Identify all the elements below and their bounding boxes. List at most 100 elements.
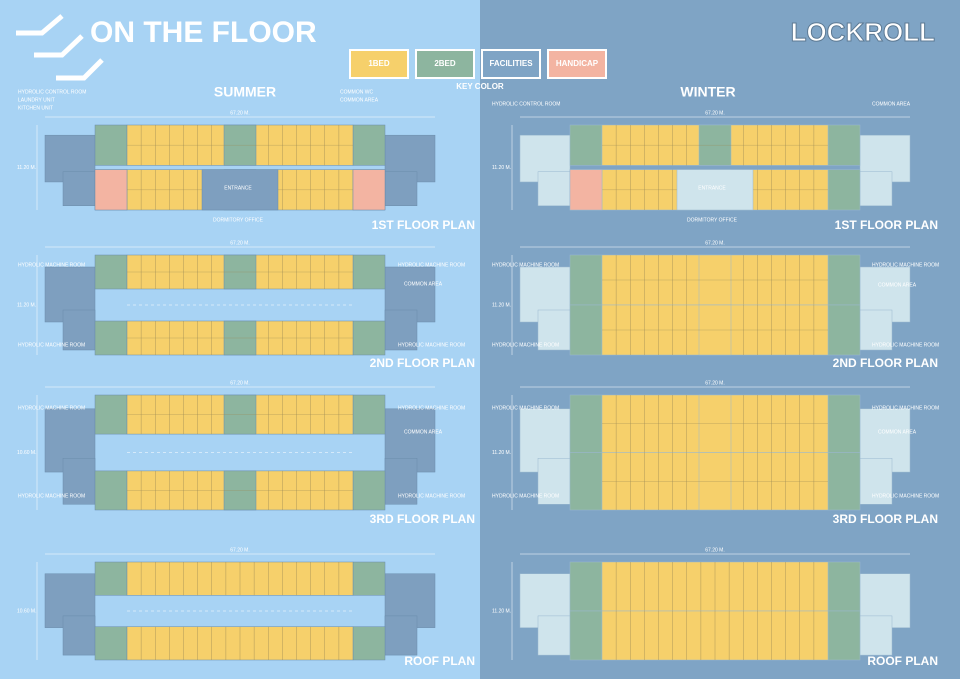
room-label: KITCHEN UNIT [18, 105, 53, 111]
key-item: HANDICAP [556, 59, 599, 68]
end-block [94, 124, 128, 166]
room-label: COMMON WC [340, 89, 373, 95]
room-label: HYDROLIC MACHINE ROOM [872, 405, 939, 411]
room-label: COMMON AREA [340, 97, 379, 103]
key-swatch [481, 49, 541, 79]
end-block [94, 320, 128, 356]
room-label: COMMON AREA [404, 281, 443, 287]
summer-title: SUMMER [214, 84, 276, 100]
room-label: ENTRANCE [224, 185, 252, 191]
wing [62, 171, 96, 206]
entrance [676, 169, 754, 211]
end-block [827, 254, 861, 306]
end-block [827, 452, 861, 511]
dim-height: 11.20 M. [492, 608, 511, 614]
room-label: HYDROLIC MACHINE ROOM [492, 405, 559, 411]
end-block [569, 124, 603, 166]
end-block [352, 254, 386, 290]
room-label: COMMON AREA [878, 429, 917, 435]
room-label: HYDROLIC MACHINE ROOM [18, 262, 85, 268]
room-label: HYDROLIC MACHINE ROOM [398, 262, 465, 268]
key-item: 1BED [368, 59, 390, 68]
end-block [827, 169, 861, 211]
end-block [352, 470, 386, 511]
wing [62, 615, 96, 656]
dim-height: 11.20 M. [492, 450, 511, 456]
end-block [569, 561, 603, 612]
logo-mark [16, 14, 104, 81]
plan-title: ROOF PLAN [867, 654, 938, 668]
dim-width: 67.20 M. [705, 240, 724, 246]
dim-width: 67.20 M. [705, 110, 724, 116]
room-label: HYDROLIC CONTROL ROOM [18, 89, 86, 95]
room-label: LAUNDRY UNIT [18, 97, 55, 103]
end-block [94, 254, 128, 290]
end-block [569, 254, 603, 306]
wing [537, 615, 571, 656]
wing [62, 309, 96, 351]
end-block [827, 304, 861, 356]
end-block [352, 626, 386, 661]
wing [859, 615, 893, 656]
room-label: COMMON AREA [404, 429, 443, 435]
room-label: COMMON AREA [872, 101, 911, 107]
plan-title: 2ND FLOOR PLAN [370, 356, 475, 370]
end-block [352, 124, 386, 166]
room-label: DORMITORY OFFICE [213, 217, 264, 223]
room-label: HYDROLIC MACHINE ROOM [872, 262, 939, 268]
room-label: HYDROLIC MACHINE ROOM [492, 493, 559, 499]
wing [384, 615, 418, 656]
wing [384, 171, 418, 206]
key-item: 2BED [434, 59, 456, 68]
dim-width: 67.20 M. [230, 110, 249, 116]
room-label: HYDROLIC CONTROL ROOM [492, 101, 560, 107]
room-label: HYDROLIC MACHINE ROOM [398, 342, 465, 348]
key-label: KEY COLOR [456, 82, 504, 91]
end-block [94, 470, 128, 511]
wing [537, 171, 571, 206]
dim-width: 67.20 M. [705, 380, 724, 386]
dim-width: 67.20 M. [230, 547, 249, 553]
plan-title: 3RD FLOOR PLAN [833, 512, 938, 526]
wing [537, 309, 571, 351]
dim-width: 67.20 M. [230, 380, 249, 386]
room-label: HYDROLIC MACHINE ROOM [872, 493, 939, 499]
end-block [94, 626, 128, 661]
handicap [569, 169, 603, 211]
end-block [569, 610, 603, 661]
wing [537, 458, 571, 505]
end-block [569, 452, 603, 511]
handicap [352, 169, 386, 211]
wing [384, 458, 418, 505]
dim-height: 11.20 M. [17, 302, 36, 308]
key-swatch [349, 49, 409, 79]
dim-height: 10.60 M. [17, 450, 36, 456]
key-swatch [415, 49, 475, 79]
room-label: HYDROLIC MACHINE ROOM [492, 342, 559, 348]
room-label: COMMON AREA [878, 282, 917, 288]
wing [859, 171, 893, 206]
room-label: HYDROLIC MACHINE ROOM [398, 405, 465, 411]
winter-title: WINTER [680, 84, 735, 100]
room-label: HYDROLIC MACHINE ROOM [18, 342, 85, 348]
plan-title: 1ST FLOOR PLAN [835, 218, 938, 232]
dim-width: 67.20 M. [705, 547, 724, 553]
wing [859, 458, 893, 505]
plan-title: 3RD FLOOR PLAN [370, 512, 475, 526]
room-label: HYDROLIC MACHINE ROOM [492, 262, 559, 268]
room-label: HYDROLIC MACHINE ROOM [18, 405, 85, 411]
dim-height: 11.20 M. [492, 302, 511, 308]
end-block [352, 320, 386, 356]
end-block [352, 561, 386, 596]
wing [384, 309, 418, 351]
dim-height: 11.20 M. [492, 165, 511, 171]
plan-title: ROOF PLAN [404, 654, 475, 668]
end-block [94, 394, 128, 435]
key-item: FACILITIES [489, 59, 533, 68]
end-block [827, 610, 861, 661]
dim-height: 10.60 M. [17, 608, 36, 614]
end-block [352, 394, 386, 435]
wing [859, 309, 893, 351]
room-label: ENTRANCE [698, 185, 726, 191]
dim-width: 67.20 M. [230, 240, 249, 246]
